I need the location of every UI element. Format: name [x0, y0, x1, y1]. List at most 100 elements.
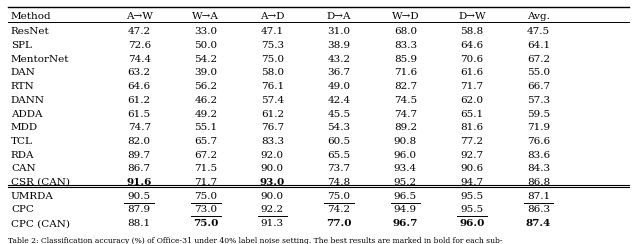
Text: RDA: RDA [11, 151, 35, 160]
Text: 72.6: 72.6 [127, 41, 151, 50]
Text: 56.2: 56.2 [194, 82, 218, 91]
Text: 87.1: 87.1 [527, 192, 550, 201]
Text: TCL: TCL [11, 137, 33, 146]
Text: 49.0: 49.0 [327, 82, 351, 91]
Text: 46.2: 46.2 [194, 96, 218, 105]
Text: 64.6: 64.6 [460, 41, 483, 50]
Text: 95.2: 95.2 [394, 178, 417, 187]
Text: 63.2: 63.2 [127, 69, 151, 77]
Text: 88.1: 88.1 [127, 219, 151, 228]
Text: DAN: DAN [11, 69, 36, 77]
Text: 38.9: 38.9 [327, 41, 351, 50]
Text: 39.0: 39.0 [194, 69, 218, 77]
Text: 90.5: 90.5 [127, 192, 151, 201]
Text: DANN: DANN [11, 96, 45, 105]
Text: CSR (CAN): CSR (CAN) [11, 178, 70, 187]
Text: Table 2: Classification accuracy (%) of Office-31 under 40% label noise setting.: Table 2: Classification accuracy (%) of … [8, 237, 502, 244]
Text: 42.4: 42.4 [327, 96, 351, 105]
Text: CAN: CAN [11, 164, 36, 173]
Text: 71.5: 71.5 [194, 164, 218, 173]
Text: 67.2: 67.2 [527, 55, 550, 64]
Text: 65.5: 65.5 [327, 151, 351, 160]
Text: 90.0: 90.0 [260, 164, 284, 173]
Text: CPC (CAN): CPC (CAN) [11, 219, 70, 228]
Text: 76.1: 76.1 [260, 82, 284, 91]
Text: D→A: D→A [326, 12, 351, 21]
Text: 61.2: 61.2 [127, 96, 151, 105]
Text: 82.7: 82.7 [394, 82, 417, 91]
Text: 74.4: 74.4 [127, 55, 151, 64]
Text: 89.7: 89.7 [127, 151, 151, 160]
Text: ResNet: ResNet [11, 27, 50, 36]
Text: 47.2: 47.2 [127, 27, 151, 36]
Text: 89.2: 89.2 [394, 123, 417, 132]
Text: 77.0: 77.0 [326, 219, 351, 228]
Text: 83.3: 83.3 [260, 137, 284, 146]
Text: 75.3: 75.3 [260, 41, 284, 50]
Text: 50.0: 50.0 [194, 41, 218, 50]
Text: Avg.: Avg. [527, 12, 550, 21]
Text: 92.0: 92.0 [260, 151, 284, 160]
Text: 91.6: 91.6 [127, 178, 152, 187]
Text: 55.0: 55.0 [527, 69, 550, 77]
Text: 55.1: 55.1 [194, 123, 218, 132]
Text: 74.7: 74.7 [127, 123, 151, 132]
Text: 96.0: 96.0 [394, 151, 417, 160]
Text: 54.3: 54.3 [327, 123, 351, 132]
Text: 93.0: 93.0 [260, 178, 285, 187]
Text: UMRDA: UMRDA [11, 192, 54, 201]
Text: 66.7: 66.7 [527, 82, 550, 91]
Text: 90.6: 90.6 [460, 164, 483, 173]
Text: 31.0: 31.0 [327, 27, 351, 36]
Text: CPC: CPC [11, 205, 34, 214]
Text: 75.0: 75.0 [260, 55, 284, 64]
Text: 62.0: 62.0 [460, 96, 483, 105]
Text: 65.1: 65.1 [460, 110, 483, 119]
Text: 71.9: 71.9 [527, 123, 550, 132]
Text: 70.6: 70.6 [460, 55, 483, 64]
Text: 58.0: 58.0 [260, 69, 284, 77]
Text: 93.4: 93.4 [394, 164, 417, 173]
Text: 71.6: 71.6 [394, 69, 417, 77]
Text: 71.7: 71.7 [194, 178, 218, 187]
Text: 73.7: 73.7 [327, 164, 351, 173]
Text: 75.0: 75.0 [193, 219, 218, 228]
Text: 94.9: 94.9 [394, 205, 417, 214]
Text: 76.6: 76.6 [527, 137, 550, 146]
Text: 85.9: 85.9 [394, 55, 417, 64]
Text: 75.0: 75.0 [194, 192, 218, 201]
Text: 77.2: 77.2 [460, 137, 483, 146]
Text: 47.1: 47.1 [260, 27, 284, 36]
Text: 81.6: 81.6 [460, 123, 483, 132]
Text: 86.7: 86.7 [127, 164, 151, 173]
Text: 83.6: 83.6 [527, 151, 550, 160]
Text: 65.7: 65.7 [194, 137, 218, 146]
Text: 86.3: 86.3 [527, 205, 550, 214]
Text: 45.5: 45.5 [327, 110, 351, 119]
Text: 47.5: 47.5 [527, 27, 550, 36]
Text: Method: Method [11, 12, 52, 21]
Text: 95.5: 95.5 [460, 192, 483, 201]
Text: A→W: A→W [126, 12, 153, 21]
Text: 61.6: 61.6 [460, 69, 483, 77]
Text: 74.5: 74.5 [394, 96, 417, 105]
Text: 58.8: 58.8 [460, 27, 483, 36]
Text: MentorNet: MentorNet [11, 55, 69, 64]
Text: 57.3: 57.3 [527, 96, 550, 105]
Text: 76.7: 76.7 [260, 123, 284, 132]
Text: 74.8: 74.8 [327, 178, 351, 187]
Text: 54.2: 54.2 [194, 55, 218, 64]
Text: 43.2: 43.2 [327, 55, 351, 64]
Text: ADDA: ADDA [11, 110, 42, 119]
Text: 64.6: 64.6 [127, 82, 151, 91]
Text: 75.0: 75.0 [327, 192, 351, 201]
Text: 94.7: 94.7 [460, 178, 483, 187]
Text: MDD: MDD [11, 123, 38, 132]
Text: 36.7: 36.7 [327, 69, 351, 77]
Text: 96.7: 96.7 [393, 219, 418, 228]
Text: 84.3: 84.3 [527, 164, 550, 173]
Text: W→D: W→D [392, 12, 419, 21]
Text: 67.2: 67.2 [194, 151, 218, 160]
Text: 33.0: 33.0 [194, 27, 218, 36]
Text: 90.0: 90.0 [260, 192, 284, 201]
